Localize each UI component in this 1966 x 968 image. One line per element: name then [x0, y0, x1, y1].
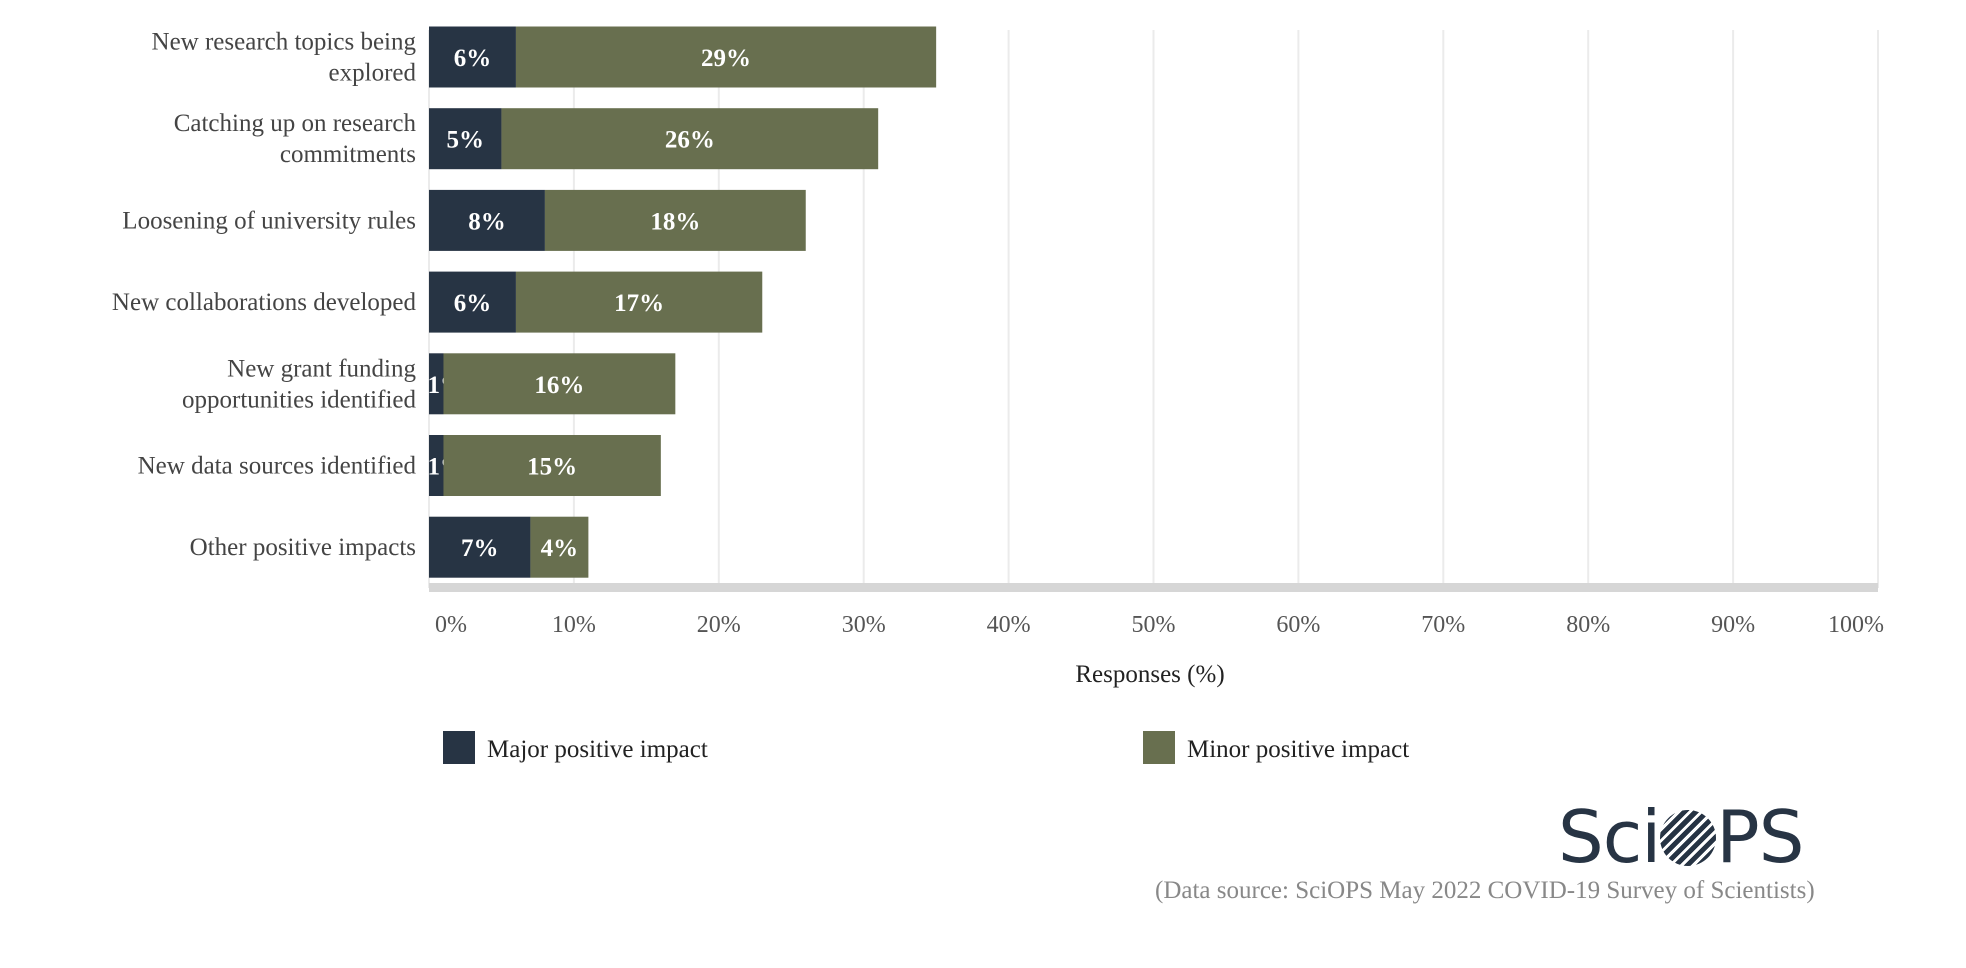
data-label: 6% [454, 45, 492, 72]
x-tick-label: 70% [1421, 612, 1465, 638]
x-tick-label: 50% [1132, 612, 1176, 638]
category-label: explored [329, 60, 417, 87]
bar-segment [429, 26, 516, 88]
data-label: 7% [461, 535, 499, 562]
data-label: 18% [650, 208, 700, 235]
category-label: opportunities identified [182, 386, 416, 413]
data-label: 15% [527, 454, 577, 481]
category-label: Other positive impacts [190, 534, 416, 561]
data-label: 16% [534, 372, 584, 399]
data-label: 6% [454, 290, 492, 317]
x-axis-title: Responses (%) [1075, 661, 1224, 688]
legend-swatch [1143, 731, 1175, 764]
x-tick-label: 60% [1276, 612, 1320, 638]
data-label: 17% [614, 290, 664, 317]
bar-segment [429, 353, 444, 415]
bar-segment [530, 516, 589, 578]
bar-segment [429, 189, 545, 251]
bar-segment [443, 353, 676, 415]
data-label: 8% [468, 208, 506, 235]
bar-segment [429, 271, 516, 333]
data-source-note: (Data source: SciOPS May 2022 COVID-19 S… [1155, 877, 1815, 904]
bar-segment [429, 516, 531, 578]
bars: 6%29%5%26%8%18%6%17%1%16%1%15%7%4% [427, 26, 937, 578]
category-labels: New research topics being explored Catchin… [112, 29, 417, 562]
x-tick-label: 20% [697, 612, 741, 638]
data-label: 5% [446, 127, 484, 154]
sciops-logo: Sci PS [1558, 795, 1804, 879]
legend-swatch [443, 731, 475, 764]
bar-segment [429, 108, 502, 170]
legend-label: Minor positive impact [1187, 736, 1409, 763]
category-label: New collaborations developed [112, 289, 417, 316]
data-label: 29% [701, 45, 751, 72]
x-tick-label: 100% [1828, 612, 1884, 638]
bar-segment [515, 271, 763, 333]
x-tick-label: 30% [842, 612, 886, 638]
x-axis-band [429, 583, 1878, 592]
x-tick-labels: 0% 10% 20% 30% 40% 50% 60% 70% 80% 90% 100% [435, 612, 1884, 638]
x-tick-label: 40% [987, 612, 1031, 638]
bar-segment [443, 435, 661, 496]
category-label: New data sources identified [138, 453, 417, 480]
category-label: New research topics being [152, 29, 417, 56]
bar-segment [501, 108, 879, 170]
category-label: commitments [280, 141, 416, 168]
x-tick-label: 80% [1566, 612, 1610, 638]
bar-segment [515, 26, 937, 88]
category-label: Catching up on research [174, 110, 417, 137]
legend-label: Major positive impact [487, 736, 708, 763]
data-label: 4% [541, 535, 579, 562]
category-label: New grant funding [227, 355, 416, 382]
x-tick-label: 0% [435, 612, 467, 638]
x-tick-label: 10% [552, 612, 596, 638]
bar-segment [429, 435, 444, 496]
data-label: 26% [665, 127, 715, 154]
legend: Major positive impact Minor positive impa… [443, 731, 1409, 764]
x-tick-label: 90% [1711, 612, 1755, 638]
bar-segment [544, 189, 806, 251]
category-label: Loosening of university rules [122, 207, 416, 234]
